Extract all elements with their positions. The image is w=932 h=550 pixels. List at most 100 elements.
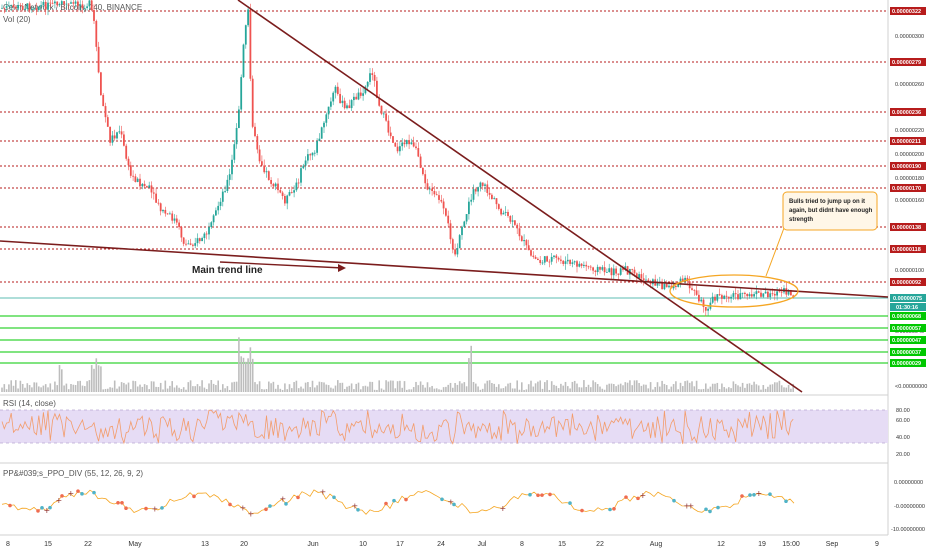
volume-bar <box>663 383 666 392</box>
volume-bar <box>649 382 652 392</box>
volume-bar <box>585 386 587 392</box>
candle-body <box>387 120 390 133</box>
candle-body <box>263 165 266 173</box>
candle-body <box>525 240 528 246</box>
candle-body <box>185 243 187 245</box>
volume-bar <box>778 380 781 392</box>
candle-body <box>150 185 153 193</box>
volume-bar <box>495 386 498 392</box>
candle-body <box>309 154 312 156</box>
volume-bar <box>491 383 493 392</box>
candle-body <box>514 220 516 225</box>
candle-body <box>739 293 742 300</box>
volume-bar <box>235 381 238 392</box>
volume-bar <box>116 388 118 392</box>
candle-body <box>737 294 739 300</box>
rsi-tick-20: 20.00 <box>896 452 910 458</box>
volume-bar <box>164 380 167 392</box>
candle-body <box>357 92 360 100</box>
volume-bar <box>665 385 668 392</box>
candle-body <box>518 228 521 237</box>
volume-bar <box>406 389 408 392</box>
candle-body <box>376 80 378 98</box>
volume-bar <box>686 380 689 392</box>
candle-body <box>304 160 307 166</box>
candle-body <box>405 140 408 145</box>
volume-bar <box>780 385 783 392</box>
candle-body <box>141 183 144 187</box>
volume-bar <box>426 382 429 392</box>
candle-body <box>663 284 666 290</box>
ppo-dot-marker <box>392 498 396 503</box>
volume-bar <box>231 382 233 392</box>
candle-body <box>102 95 105 107</box>
candle-body <box>244 25 247 45</box>
ppo-dot-marker <box>8 503 12 508</box>
volume-bar <box>702 388 705 392</box>
candle-body <box>573 261 576 263</box>
volume-bar <box>256 384 259 392</box>
candle-body <box>541 262 544 264</box>
rsi-tick-40: 40.00 <box>896 435 910 441</box>
volume-bar <box>486 380 489 392</box>
volume-bar <box>767 386 769 392</box>
volume-bar <box>638 383 640 392</box>
price-tick: 0.00000160 <box>895 198 924 204</box>
volume-bar <box>136 386 139 392</box>
volume-bar <box>424 387 426 392</box>
resistance-tag <box>890 58 926 66</box>
volume-bar <box>245 361 247 392</box>
rsi-guides <box>0 409 888 444</box>
volume-bar <box>24 387 26 392</box>
volume-bar <box>387 381 390 392</box>
candle-body <box>281 192 284 196</box>
candle-body <box>491 194 493 200</box>
volume-bar <box>178 387 180 392</box>
volume-bar <box>468 358 470 392</box>
volume-bar <box>744 387 746 392</box>
volume-bar <box>691 381 693 392</box>
candle-body <box>718 294 721 296</box>
ppo-dot-marker <box>748 493 752 497</box>
candle-body <box>178 222 180 228</box>
candle-body <box>730 296 732 299</box>
volume-bar <box>472 382 475 392</box>
candle-body <box>164 209 167 214</box>
volume-bar <box>270 383 272 392</box>
price-tick: 0.00000220 <box>895 128 924 134</box>
volume-bar <box>169 385 171 392</box>
ppo-dot-marker <box>568 501 572 505</box>
candle-body <box>790 290 792 296</box>
candle-body <box>707 308 709 311</box>
candle-body <box>118 131 121 133</box>
volume-bar <box>783 387 785 392</box>
volume-bar <box>608 383 610 392</box>
candle-body <box>189 243 192 245</box>
candle-body <box>681 278 684 282</box>
volume-bar <box>341 382 344 392</box>
volume-bar <box>97 365 100 392</box>
volume-bar <box>705 383 707 392</box>
volume-bar <box>624 382 627 392</box>
price-tick: 0.00000300 <box>895 34 924 40</box>
candle-body <box>173 218 176 221</box>
candle-body <box>399 146 401 152</box>
candle-body <box>440 199 443 202</box>
candle-body <box>520 236 523 242</box>
resistance-tag <box>890 108 926 116</box>
ppo-dot-marker <box>440 497 444 502</box>
volume-bar <box>709 386 712 392</box>
bulls-note-line-3: strength <box>789 217 813 223</box>
candle-body <box>454 249 456 255</box>
volume-bar <box>452 387 454 392</box>
candle-body <box>249 9 252 79</box>
volume-bar <box>51 389 54 392</box>
volume-bar <box>320 382 323 392</box>
volume-bar <box>187 382 190 392</box>
price-tick: 0.00000100 <box>895 268 924 274</box>
candle-body <box>210 222 213 228</box>
candle-body <box>258 149 261 162</box>
volume-bar <box>396 381 399 392</box>
candle-body <box>419 156 422 168</box>
resistance-tag-value: 0.00000118 <box>892 247 921 253</box>
